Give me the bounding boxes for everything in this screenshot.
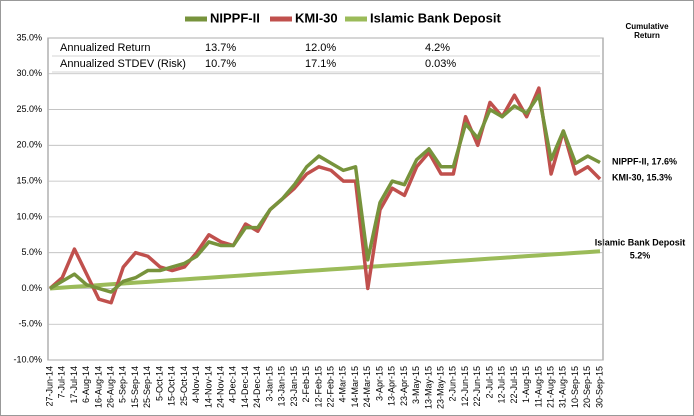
x-tick-label: 12-Jun-15 xyxy=(460,366,470,407)
x-tick-label: 2-Feb-15 xyxy=(301,366,311,403)
x-tick-label: 4-Mar-15 xyxy=(338,366,348,403)
x-tick-label: 16-Aug-14 xyxy=(93,366,103,408)
x-tick-label: 14-Nov-14 xyxy=(203,366,213,408)
x-tick-label: 24-Dec-14 xyxy=(252,366,262,408)
y-tick-label: 5.0% xyxy=(21,247,42,257)
x-tick-label: 27-Jun-14 xyxy=(44,366,54,407)
x-tick-label: 25-Oct-14 xyxy=(179,366,189,406)
y-tick-label: 0.0% xyxy=(21,283,42,293)
table-cell: 12.0% xyxy=(305,42,336,54)
annotation: Islamic Bank Deposit xyxy=(595,237,686,247)
y-tick-label: 10.0% xyxy=(16,211,42,221)
x-tick-label: 5-Oct-14 xyxy=(154,366,164,401)
x-tick-label: 20-Sep-15 xyxy=(582,366,592,408)
table-cell: 0.03% xyxy=(425,58,456,70)
x-tick-label: 24-Mar-15 xyxy=(362,366,372,408)
series-line xyxy=(48,86,602,305)
series-line xyxy=(49,93,601,294)
x-tick-label: 10-Sep-15 xyxy=(570,366,580,408)
x-tick-label: 30-Sep-15 xyxy=(594,366,604,408)
y-tick-label: 35.0% xyxy=(16,32,42,42)
x-tick-label: 14-Dec-14 xyxy=(240,366,250,408)
x-tick-label: 12-Feb-15 xyxy=(313,366,323,408)
x-tick-label: 22-Feb-15 xyxy=(325,366,335,408)
legend-label: NIPPF-II xyxy=(210,10,260,25)
x-tick-label: 15-Oct-14 xyxy=(167,366,177,406)
legend-label: Islamic Bank Deposit xyxy=(370,10,501,25)
x-tick-label: 23-May-15 xyxy=(435,366,445,409)
x-tick-label: 12-Jul-15 xyxy=(497,366,507,404)
table-cell: 17.1% xyxy=(305,58,336,70)
x-tick-label: 14-Mar-15 xyxy=(350,366,360,408)
y-tick-label: 20.0% xyxy=(16,140,42,150)
table-cell: Annualized STDEV (Risk) xyxy=(60,58,186,70)
annotation: NIPPF-II, 17.6% xyxy=(612,156,677,166)
x-tick-label: 5-Sep-14 xyxy=(118,366,128,403)
x-tick-label: 4-Nov-14 xyxy=(191,366,201,403)
x-tick-label: 13-Apr-15 xyxy=(387,366,397,406)
x-tick-label: 1-Aug-15 xyxy=(521,366,531,403)
y-tick-label: 25.0% xyxy=(16,104,42,114)
y-tick-label: -10.0% xyxy=(13,354,42,364)
x-tick-label: 25-Sep-14 xyxy=(142,366,152,408)
x-tick-label: 22-Jun-15 xyxy=(472,366,482,407)
x-tick-label: 13-Jan-15 xyxy=(277,366,287,407)
x-tick-label: 6-Aug-14 xyxy=(81,366,91,403)
x-tick-label: 4-Dec-14 xyxy=(228,366,238,403)
x-tick-label: 3-Apr-15 xyxy=(374,366,384,401)
table-cell: 10.7% xyxy=(205,58,236,70)
x-tick-label: 17-Jul-14 xyxy=(69,366,79,404)
x-tick-label: 11-Aug-15 xyxy=(533,366,543,407)
x-tick-label: 2-Jul-15 xyxy=(484,366,494,399)
annotation: KMI-30, 15.3% xyxy=(612,172,672,182)
x-tick-label: 2-Jun-15 xyxy=(448,366,458,402)
x-tick-label: 23-Jan-15 xyxy=(289,366,299,407)
legend-label: KMI-30 xyxy=(295,10,338,25)
x-tick-label: 3-May-15 xyxy=(411,366,421,404)
series-line xyxy=(49,249,601,291)
x-tick-label: 21-Aug-15 xyxy=(545,366,555,408)
y-tick-label: -5.0% xyxy=(18,319,42,329)
annotation: Cumulative Return xyxy=(625,22,669,40)
table-cell: Annualized Return xyxy=(60,42,151,54)
x-tick-label: 15-Sep-14 xyxy=(130,366,140,408)
y-tick-label: 15.0% xyxy=(16,175,42,185)
x-tick-label: 31-Aug-15 xyxy=(558,366,568,408)
x-tick-label: 13-May-15 xyxy=(423,366,433,409)
x-tick-label: 23-Apr-15 xyxy=(399,366,409,406)
annotation: 5.2% xyxy=(630,250,651,260)
table-cell: 4.2% xyxy=(425,42,450,54)
x-tick-label: 26-Aug-14 xyxy=(105,366,115,408)
y-tick-label: 30.0% xyxy=(16,68,42,78)
table-cell: 13.7% xyxy=(205,42,236,54)
x-tick-label: 24-Nov-14 xyxy=(215,366,225,408)
x-tick-label: 22-Jul-15 xyxy=(509,366,519,404)
x-tick-label: 7-Jul-14 xyxy=(57,366,67,399)
x-tick-label: 3-Jan-15 xyxy=(264,366,274,402)
